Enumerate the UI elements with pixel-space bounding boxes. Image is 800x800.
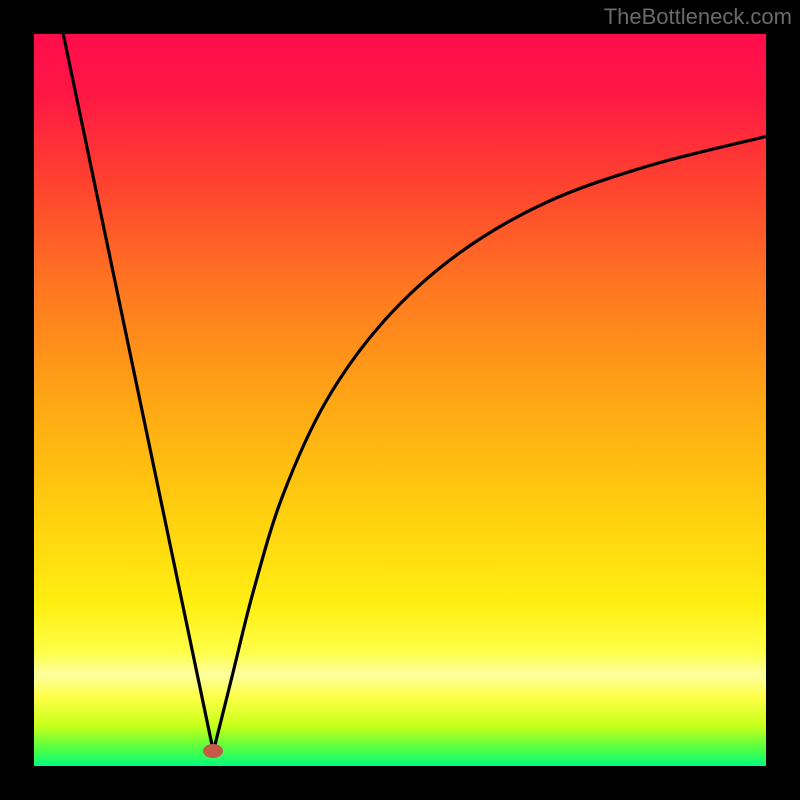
minimum-marker <box>203 744 223 758</box>
bottleneck-curve <box>63 34 766 751</box>
plot-area <box>34 34 766 766</box>
watermark-text: TheBottleneck.com <box>604 4 792 30</box>
outer-frame: TheBottleneck.com <box>0 0 800 800</box>
curve-layer <box>34 34 766 766</box>
